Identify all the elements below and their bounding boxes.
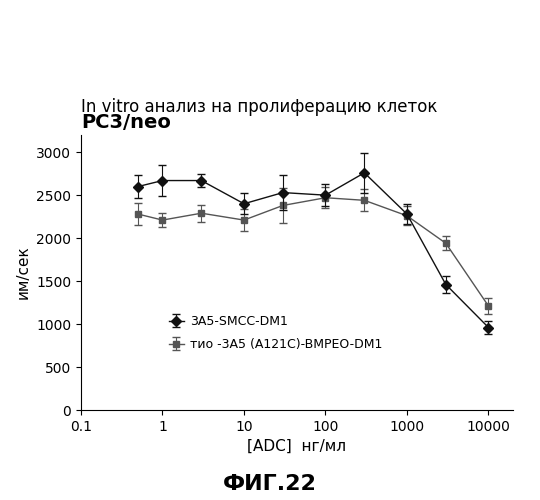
Text: PC3/neo: PC3/neo xyxy=(81,112,171,132)
X-axis label: [ADC]  нг/мл: [ADC] нг/мл xyxy=(247,440,347,454)
Text: ФИГ.22: ФИГ.22 xyxy=(223,474,317,494)
Legend: 3A5-SMCC-DM1, тио -3А5 (А121C)-BMPEO-DM1: 3A5-SMCC-DM1, тио -3А5 (А121C)-BMPEO-DM1 xyxy=(165,311,386,355)
Text: In vitro анализ на пролиферацию клеток: In vitro анализ на пролиферацию клеток xyxy=(81,98,437,116)
Y-axis label: им/сек: им/сек xyxy=(16,246,31,300)
